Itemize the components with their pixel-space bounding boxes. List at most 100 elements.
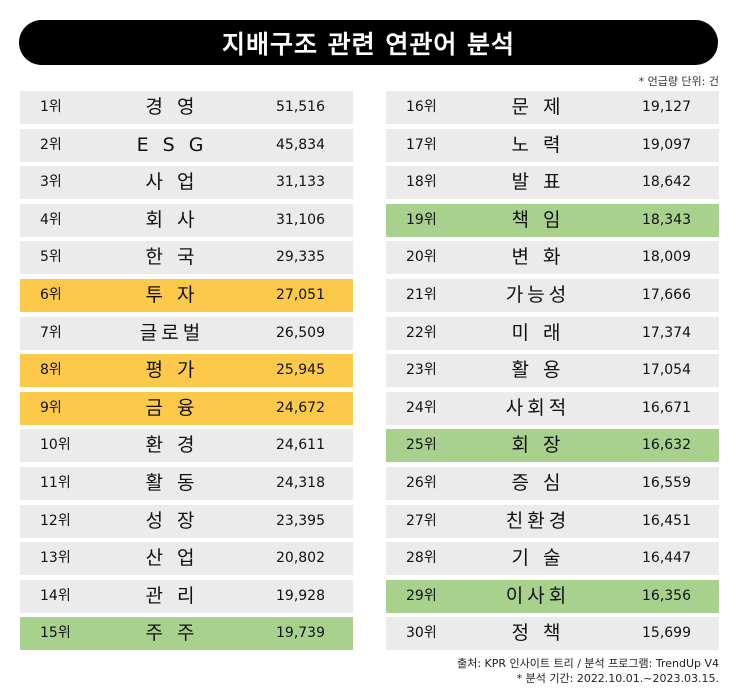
- rank-label: 17위: [406, 136, 437, 153]
- mention-count: 19,739: [276, 625, 325, 642]
- mention-count: 16,356: [642, 587, 691, 604]
- footer-source: 출처: KPR 인사이트 트리 / 분석 프로그램: TrendUp V4: [457, 657, 719, 670]
- rank-label: 23위: [406, 362, 437, 379]
- rank-label: 19위: [406, 211, 437, 228]
- ranking-row: 2위 E S G 45,834: [20, 128, 353, 162]
- keyword-label: 친환경: [505, 509, 571, 532]
- ranking-row: 19위 책 임 18,343: [386, 203, 719, 237]
- mention-count: 31,133: [276, 174, 325, 191]
- mention-count: 45,834: [276, 136, 325, 153]
- rank-label: 15위: [40, 625, 71, 642]
- keyword-label: 증 심: [511, 471, 565, 494]
- keyword-label: 글로벌: [139, 321, 205, 344]
- mention-count: 17,666: [642, 286, 691, 303]
- mention-count: 24,672: [276, 399, 325, 416]
- rank-label: 28위: [406, 550, 437, 567]
- keyword-label: 책 임: [511, 208, 565, 231]
- rank-label: 7위: [40, 324, 62, 341]
- ranking-row: 11위 활 동 24,318: [20, 466, 353, 500]
- rank-label: 2위: [40, 136, 62, 153]
- keyword-label: 정 책: [511, 622, 565, 645]
- mention-count: 19,127: [642, 99, 691, 115]
- keyword-label: 산 업: [145, 547, 199, 570]
- rank-label: 25위: [406, 437, 437, 454]
- mention-count: 24,318: [276, 474, 325, 491]
- ranking-row: 6위 투 자 27,051: [20, 278, 353, 312]
- ranking-row: 10위 환 경 24,611: [20, 429, 353, 463]
- keyword-label: 성 장: [145, 509, 199, 532]
- page-title: 지배구조 관련 연관어 분석: [19, 20, 718, 65]
- keyword-label: 회 사: [145, 208, 199, 231]
- rank-label: 9위: [40, 399, 62, 416]
- keyword-label: 문 제: [511, 96, 565, 118]
- ranking-column-right: 16위 문 제 19,127 17위 노 력 19,097 18위 발 표 18,642 19위 책…: [386, 91, 719, 655]
- rank-label: 26위: [406, 474, 437, 491]
- mention-count: 29,335: [276, 249, 325, 266]
- ranking-row: 22위 미 래 17,374: [386, 316, 719, 350]
- ranking-row: 28위 기 술 16,447: [386, 542, 719, 576]
- ranking-row: 18위 발 표 18,642: [386, 166, 719, 200]
- rank-label: 3위: [40, 174, 62, 191]
- ranking-column-left: 1위 경 영 51,516 2위 E S G 45,834 3위 사 업 31,133 4위 회 사…: [20, 91, 353, 655]
- ranking-row: 16위 문 제 19,127: [386, 91, 719, 124]
- mention-count: 16,632: [642, 437, 691, 454]
- rank-label: 12위: [40, 512, 71, 529]
- keyword-label: 노 력: [511, 133, 565, 156]
- mention-count: 24,611: [276, 437, 325, 454]
- keyword-label: 투 자: [145, 283, 199, 306]
- rank-label: 8위: [40, 362, 62, 379]
- keyword-label: 발 표: [511, 171, 565, 194]
- rank-label: 21위: [406, 286, 437, 303]
- rank-label: 14위: [40, 587, 71, 604]
- mention-count: 20,802: [276, 550, 325, 567]
- ranking-row: 26위 증 심 16,559: [386, 466, 719, 500]
- unit-note: * 언급량 단위: 건: [638, 75, 719, 88]
- footer-period: * 분석 기간: 2022.10.01.~2023.03.15.: [516, 672, 719, 685]
- ranking-row: 20위 변 화 18,009: [386, 241, 719, 275]
- keyword-label: 활 동: [145, 471, 199, 494]
- keyword-label: 한 국: [145, 246, 199, 269]
- rank-label: 22위: [406, 324, 437, 341]
- rank-label: 10위: [40, 437, 71, 454]
- keyword-label: 사회적: [505, 396, 571, 419]
- mention-count: 19,097: [642, 136, 691, 153]
- footer-notes: 출처: KPR 인사이트 트리 / 분석 프로그램: TrendUp V4 * …: [457, 656, 719, 686]
- ranking-row: 17위 노 력 19,097: [386, 128, 719, 162]
- ranking-row: 1위 경 영 51,516: [20, 91, 353, 124]
- keyword-label: 이사회: [505, 584, 571, 607]
- mention-count: 18,009: [642, 249, 691, 266]
- rank-label: 5위: [40, 249, 62, 266]
- mention-count: 18,642: [642, 174, 691, 191]
- rank-label: 18위: [406, 174, 437, 191]
- rank-label: 6위: [40, 286, 62, 303]
- keyword-label: 사 업: [145, 171, 199, 194]
- keyword-label: 주 주: [145, 622, 199, 645]
- mention-count: 16,447: [642, 550, 691, 567]
- ranking-row: 29위 이사회 16,356: [386, 579, 719, 613]
- ranking-row: 27위 친환경 16,451: [386, 504, 719, 538]
- keyword-label: 회 장: [511, 434, 565, 457]
- ranking-row: 23위 활 용 17,054: [386, 354, 719, 388]
- ranking-row: 13위 산 업 20,802: [20, 542, 353, 576]
- keyword-label: 관 리: [145, 584, 199, 607]
- mention-count: 26,509: [276, 324, 325, 341]
- mention-count: 27,051: [276, 286, 325, 303]
- keyword-label: 활 용: [511, 359, 565, 382]
- rank-label: 16위: [406, 99, 437, 115]
- ranking-row: 9위 금 융 24,672: [20, 391, 353, 425]
- rank-label: 11위: [40, 474, 71, 491]
- mention-count: 25,945: [276, 362, 325, 379]
- mention-count: 16,451: [642, 512, 691, 529]
- ranking-row: 25위 회 장 16,632: [386, 429, 719, 463]
- ranking-row: 24위 사회적 16,671: [386, 391, 719, 425]
- keyword-label: 금 융: [145, 396, 199, 419]
- mention-count: 18,343: [642, 211, 691, 228]
- ranking-row: 15위 주 주 19,739: [20, 617, 353, 651]
- ranking-row: 12위 성 장 23,395: [20, 504, 353, 538]
- keyword-label: 미 래: [511, 321, 565, 344]
- keyword-label: 평 가: [145, 359, 199, 382]
- keyword-label: 변 화: [511, 246, 565, 269]
- mention-count: 16,671: [642, 399, 691, 416]
- ranking-row: 14위 관 리 19,928: [20, 579, 353, 613]
- keyword-label: E S G: [136, 133, 208, 156]
